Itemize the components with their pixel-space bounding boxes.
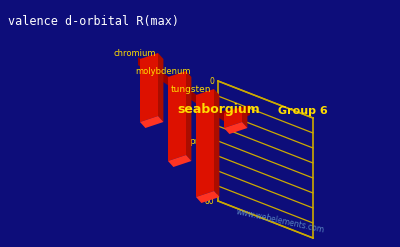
Text: chromium: chromium [114,49,156,58]
Polygon shape [168,155,192,167]
Polygon shape [196,89,214,197]
Text: 70: 70 [204,182,214,190]
Text: valence d-orbital R(max): valence d-orbital R(max) [8,15,179,28]
Polygon shape [224,122,247,134]
Polygon shape [214,89,219,197]
Text: Group 6: Group 6 [278,106,328,116]
Text: www.webelements.com: www.webelements.com [235,207,325,235]
Polygon shape [224,107,242,128]
Text: 80: 80 [204,197,214,206]
Polygon shape [186,71,192,161]
Text: 60: 60 [204,166,214,176]
Text: 10: 10 [204,91,214,101]
Text: tungsten: tungsten [171,85,211,94]
Text: pm: pm [189,137,203,145]
Text: 50: 50 [204,151,214,161]
Polygon shape [242,107,247,128]
Polygon shape [168,71,186,161]
Polygon shape [158,53,164,122]
Text: 20: 20 [204,106,214,116]
Text: 0: 0 [209,77,214,85]
Text: 30: 30 [204,122,214,130]
Polygon shape [138,57,250,124]
Text: molybdenum: molybdenum [135,67,191,76]
Text: seaborgium: seaborgium [178,103,260,116]
Polygon shape [140,53,158,122]
Text: 40: 40 [204,137,214,145]
Polygon shape [196,191,219,203]
Polygon shape [140,116,164,128]
